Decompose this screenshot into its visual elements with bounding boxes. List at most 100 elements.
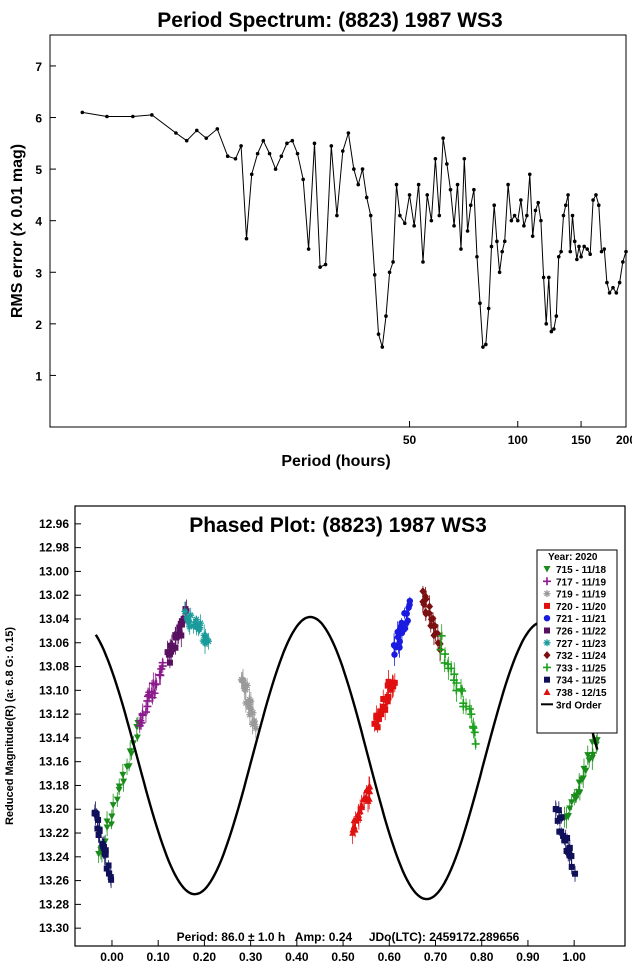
spectrum-point <box>607 291 612 295</box>
data-point <box>185 617 193 625</box>
data-point <box>552 806 559 813</box>
legend-item: 715 - 11/18 <box>543 565 606 576</box>
data-point <box>102 851 109 858</box>
data-point <box>377 708 384 715</box>
data-point <box>156 671 165 680</box>
spectrum-point <box>244 236 249 241</box>
spectrum-point <box>174 131 178 135</box>
spectrum-point <box>329 144 334 148</box>
data-point <box>564 835 571 842</box>
data-point <box>568 863 575 870</box>
data-point <box>555 807 562 814</box>
data-point <box>437 631 446 640</box>
spectrum-point <box>544 322 549 326</box>
y-tick-label: 13.04 <box>39 612 69 626</box>
spectrum-point <box>575 257 579 262</box>
series-720 <box>371 669 398 733</box>
spectrum-point <box>478 301 482 306</box>
data-point <box>471 739 480 748</box>
spectrum-point <box>552 327 556 331</box>
spectrum-point <box>554 314 559 318</box>
spectrum-point <box>621 260 625 264</box>
data-point <box>404 617 411 624</box>
spectrum-point <box>486 306 491 311</box>
data-point <box>109 802 117 809</box>
data-point <box>191 620 199 628</box>
spectrum-point <box>273 167 278 171</box>
spectrum-point <box>131 114 135 119</box>
legend-title: Year: 2020 <box>548 552 598 563</box>
spectrum-point <box>391 260 395 264</box>
data-point <box>436 645 445 654</box>
spectrum-point <box>335 213 339 218</box>
data-point <box>554 817 561 824</box>
series-726 <box>164 599 190 669</box>
data-point <box>384 682 391 689</box>
data-point <box>389 679 396 686</box>
spectrum-point <box>425 193 430 197</box>
spectrum-point <box>360 167 365 171</box>
data-point <box>380 696 387 703</box>
period-spectrum-series <box>80 110 628 349</box>
y-tick-label: 13.06 <box>39 636 69 650</box>
legend-item: 721 - 11/21 <box>543 614 606 625</box>
spectrum-point <box>295 151 300 156</box>
spectrum-point <box>194 128 199 133</box>
spectrum-point <box>225 154 230 159</box>
data-point <box>252 724 260 732</box>
y-tick-label: 13.12 <box>39 707 69 721</box>
x-tick-label: 0.50 <box>331 950 355 964</box>
legend-item: 720 - 11/20 <box>544 602 606 613</box>
data-point <box>426 602 434 611</box>
spectrum-point <box>384 314 388 318</box>
legend-marker <box>543 663 551 672</box>
legend-marker <box>544 627 550 634</box>
phased-plot-fit-curve <box>94 615 599 901</box>
spectrum-point <box>541 275 546 280</box>
phased-plot-points <box>91 585 601 889</box>
spectrum-point <box>261 138 266 143</box>
legend-marker <box>543 688 551 695</box>
spectrum-point <box>539 218 543 223</box>
spectrum-point <box>412 224 416 228</box>
data-point <box>103 865 110 872</box>
spectrum-point <box>561 213 566 218</box>
x-tick-label: 0.80 <box>470 950 494 964</box>
legend-item: 733 - 11/25 <box>543 663 606 674</box>
spectrum-point <box>290 138 295 143</box>
spectrum-point <box>624 249 628 254</box>
spectrum-point <box>472 187 476 192</box>
x-tick-label: 0.30 <box>239 950 263 964</box>
data-point <box>133 734 141 741</box>
spectrum-point <box>249 172 254 177</box>
spectrum-point <box>585 247 590 251</box>
spectrum-point <box>433 156 438 161</box>
data-point <box>406 597 414 605</box>
spectrum-point <box>346 131 351 135</box>
spectrum-point <box>617 280 622 285</box>
spectrum-point <box>591 198 595 202</box>
y-tick-label: 7 <box>35 60 42 74</box>
data-point <box>183 614 191 622</box>
legend-marker <box>544 676 550 683</box>
data-point <box>91 810 98 817</box>
spectrum-point <box>492 203 497 208</box>
series-734 <box>91 800 579 889</box>
data-point <box>125 763 133 770</box>
data-point <box>572 870 579 877</box>
spectrum-point <box>530 234 535 238</box>
data-point <box>365 783 373 790</box>
spectrum-point <box>577 244 581 249</box>
spectrum-point <box>267 151 272 156</box>
data-point <box>374 724 381 731</box>
spectrum-point <box>387 270 392 275</box>
data-point <box>375 716 382 723</box>
data-point <box>398 619 405 627</box>
series-715 <box>95 716 601 864</box>
data-point <box>470 728 479 737</box>
data-point <box>107 821 115 828</box>
spectrum-point <box>602 247 607 251</box>
spectrum-point <box>301 177 305 182</box>
spectrum-point <box>594 193 598 197</box>
phased-plot-title: Phased Plot: (8823) 1987 WS3 <box>189 514 487 537</box>
